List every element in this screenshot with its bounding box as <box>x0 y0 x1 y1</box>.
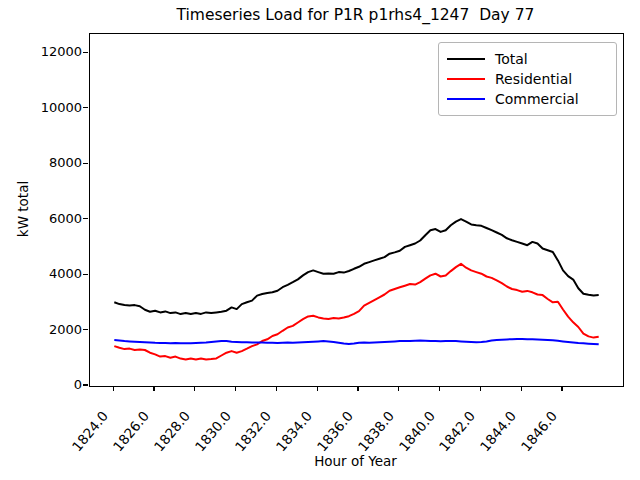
x-tick-mark <box>235 386 236 391</box>
legend: Total Residential Commercial <box>438 42 617 116</box>
y-tick-label: 6000 <box>0 211 82 227</box>
commercial-line-swatch <box>447 98 485 100</box>
residential-line <box>114 264 598 360</box>
y-tick-mark <box>83 163 88 164</box>
x-tick-mark <box>276 386 277 391</box>
x-tick-mark <box>317 386 318 391</box>
commercial-line <box>114 339 598 344</box>
y-tick-label: 12000 <box>0 44 82 60</box>
legend-label: Residential <box>495 69 572 89</box>
y-tick-label: 2000 <box>0 322 82 338</box>
legend-item-commercial: Commercial <box>447 89 608 109</box>
y-tick-mark <box>83 218 88 219</box>
y-tick-mark <box>83 384 88 385</box>
y-tick-label: 0 <box>0 377 82 393</box>
x-tick-mark <box>113 386 114 391</box>
y-axis-label: kW total <box>15 159 31 259</box>
x-tick-mark <box>153 386 154 391</box>
figure: Timeseries Load for P1R p1rhs4_1247 Day … <box>0 0 640 480</box>
x-tick-mark <box>357 386 358 391</box>
legend-item-residential: Residential <box>447 69 608 89</box>
legend-item-total: Total <box>447 49 608 69</box>
x-tick-mark <box>439 386 440 391</box>
residential-line-swatch <box>447 78 485 80</box>
x-tick-mark <box>194 386 195 391</box>
total-line-swatch <box>447 58 485 60</box>
y-tick-mark <box>83 107 88 108</box>
x-tick-mark <box>398 386 399 391</box>
y-tick-label: 4000 <box>0 266 82 282</box>
x-tick-mark <box>480 386 481 391</box>
y-tick-mark <box>83 329 88 330</box>
legend-label: Total <box>495 49 528 69</box>
chart-title: Timeseries Load for P1R p1rhs4_1247 Day … <box>89 6 622 24</box>
total-line <box>114 219 598 314</box>
legend-label: Commercial <box>495 89 579 109</box>
y-tick-label: 10000 <box>0 100 82 116</box>
x-tick-mark <box>521 386 522 391</box>
y-tick-label: 8000 <box>0 155 82 171</box>
y-tick-mark <box>83 274 88 275</box>
x-axis-label: Hour of Year <box>89 453 622 469</box>
x-tick-mark <box>561 386 562 391</box>
y-tick-mark <box>83 52 88 53</box>
